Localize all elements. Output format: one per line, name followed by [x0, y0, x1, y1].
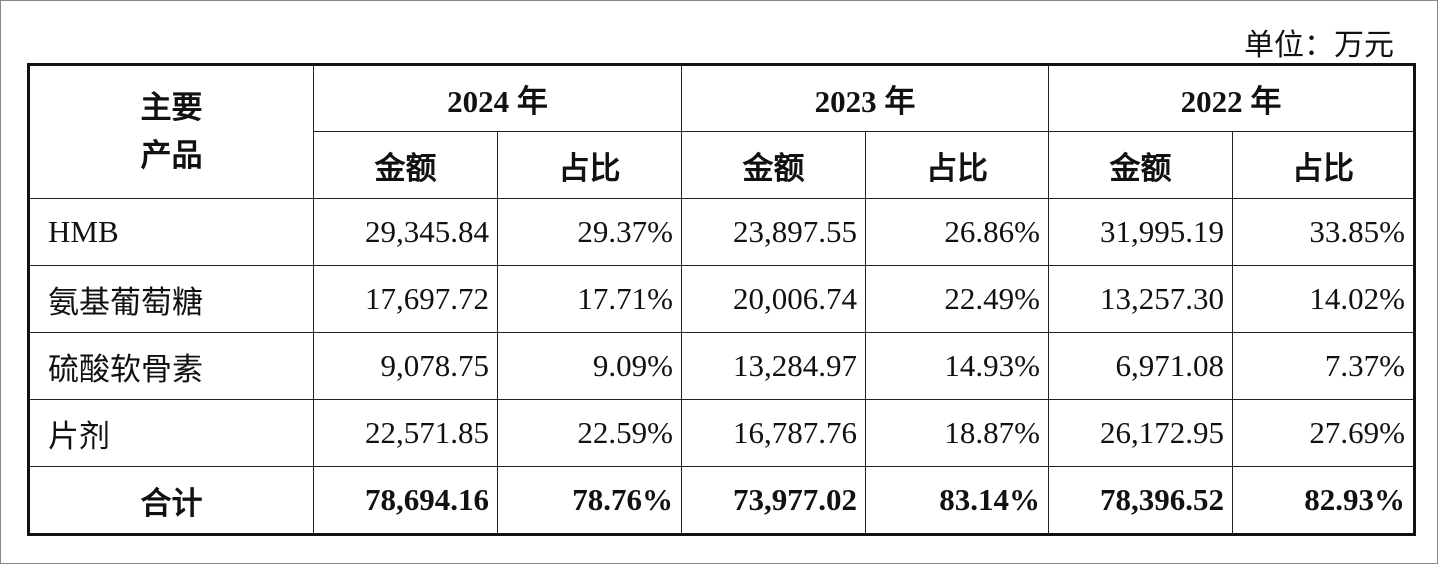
table-row: 氨基葡萄糖 17,697.72 17.71% 20,006.74 22.49% 13,25…	[28, 265, 1415, 333]
total-cell: 83.14%	[865, 466, 1049, 535]
year-header: 2024 年	[313, 64, 682, 132]
header-cell: 主要 产品	[28, 64, 314, 199]
value-cell: 7.37%	[1232, 332, 1415, 400]
value-cell: 20,006.74	[681, 265, 866, 333]
value-cell: 6,971.08	[1048, 332, 1233, 400]
table-row: 主要 产品 2024 年 2023 年 2022 年	[28, 64, 1415, 199]
sub-header: 金额	[313, 131, 498, 199]
sub-header: 占比	[497, 131, 682, 199]
sub-header: 金额	[681, 131, 866, 199]
value-cell: 27.69%	[1232, 399, 1415, 467]
product-cell: 片剂	[28, 399, 314, 467]
sub-header: 金额	[1048, 131, 1233, 199]
value-cell: 26,172.95	[1048, 399, 1233, 467]
total-cell: 73,977.02	[681, 466, 866, 535]
value-cell: 23,897.55	[681, 198, 866, 266]
value-cell: 13,284.97	[681, 332, 866, 400]
table: 主要 产品 2024 年 2023 年 2022 年金额 占比 金额 占比 金额 占比 HMB 29…	[27, 63, 1416, 536]
total-cell: 78,396.52	[1048, 466, 1233, 535]
value-cell: 17,697.72	[313, 265, 498, 333]
value-cell: 22,571.85	[313, 399, 498, 467]
product-cell: HMB	[28, 198, 314, 266]
value-cell: 16,787.76	[681, 399, 866, 467]
value-cell: 9,078.75	[313, 332, 498, 400]
value-cell: 22.59%	[497, 399, 682, 467]
sub-header: 占比	[865, 131, 1049, 199]
table-row: 合计 78,694.16 78.76% 73,977.02 83.14% 78,396.5…	[28, 466, 1415, 535]
total-label: 合计	[28, 466, 314, 535]
value-cell: 29,345.84	[313, 198, 498, 266]
value-cell: 22.49%	[865, 265, 1049, 333]
unit-label: 单位：万元	[1244, 29, 1394, 62]
product-cell: 氨基葡萄糖	[28, 265, 314, 333]
value-cell: 18.87%	[865, 399, 1049, 467]
value-cell: 14.93%	[865, 332, 1049, 400]
value-cell: 31,995.19	[1048, 198, 1233, 266]
value-cell: 14.02%	[1232, 265, 1415, 333]
table-row: 硫酸软骨素 9,078.75 9.09% 13,284.97 14.93% 6,971.0…	[28, 332, 1415, 400]
table-row: 片剂 22,571.85 22.59% 16,787.76 18.87% 26,172.9…	[28, 399, 1415, 467]
total-cell: 78,694.16	[313, 466, 498, 535]
value-cell: 9.09%	[497, 332, 682, 400]
table-row: HMB 29,345.84 29.37% 23,897.55 26.86% 31,995.…	[28, 198, 1415, 266]
value-cell: 17.71%	[497, 265, 682, 333]
value-cell: 13,257.30	[1048, 265, 1233, 333]
value-cell: 26.86%	[865, 198, 1049, 266]
sub-header: 占比	[1232, 131, 1415, 199]
year-header: 2022 年	[1048, 64, 1415, 132]
total-cell: 82.93%	[1232, 466, 1415, 535]
year-header: 2023 年	[681, 64, 1049, 132]
value-cell: 33.85%	[1232, 198, 1415, 266]
total-cell: 78.76%	[497, 466, 682, 535]
value-cell: 29.37%	[497, 198, 682, 266]
product-cell: 硫酸软骨素	[28, 332, 314, 400]
